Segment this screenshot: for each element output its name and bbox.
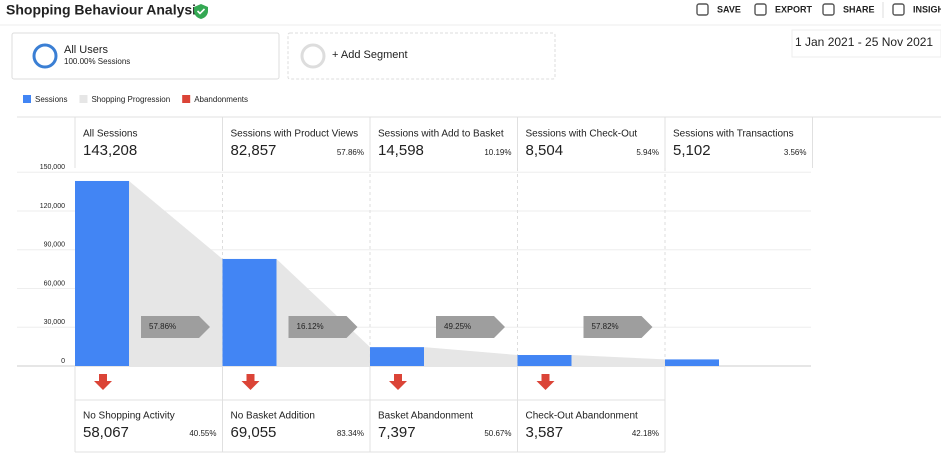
progression-arrow — [141, 316, 210, 338]
date-range: 1 Jan 2021 - 25 Nov 2021 — [795, 35, 933, 49]
progression-label: 57.82% — [592, 322, 619, 331]
abandon-share: 42.18% — [632, 429, 659, 438]
abandon-share: 50.67% — [484, 429, 511, 438]
progression-area — [424, 347, 518, 366]
abandon-arrow — [389, 374, 407, 390]
date-picker[interactable] — [791, 29, 941, 58]
bar — [75, 180, 129, 366]
page-title: Shopping Behaviour Analysis — [6, 2, 204, 18]
bar — [517, 355, 572, 366]
progression-label: 57.86% — [149, 322, 176, 331]
legend-swatch — [79, 95, 88, 103]
stage-value: 143,208 — [83, 142, 137, 159]
segment-card[interactable] — [11, 32, 280, 80]
action-label[interactable]: EXPORT — [775, 4, 813, 14]
stage-name: Sessions with Add to Basket — [378, 129, 504, 140]
add-segment-label: + Add Segment — [332, 49, 408, 61]
legend-label: Abandonments — [194, 95, 248, 104]
action-icon[interactable] — [822, 3, 835, 16]
action-label[interactable]: SAVE — [717, 4, 741, 14]
stage-value: 82,857 — [231, 142, 277, 159]
progression-area — [276, 258, 370, 366]
y-tick-label: 90,000 — [44, 242, 66, 249]
stage-value: 5,102 — [673, 142, 711, 159]
stage-share: 3.56% — [784, 148, 807, 157]
stage-value: 8,504 — [526, 142, 564, 159]
abandon-share: 83.34% — [337, 429, 364, 438]
progression-arrow — [583, 316, 653, 338]
action-label[interactable]: INSIGH — [913, 4, 941, 14]
y-tick-label: 120,000 — [40, 203, 65, 210]
abandon-value: 58,067 — [83, 424, 129, 441]
abandon-arrow — [536, 374, 555, 390]
y-tick-label: 0 — [61, 358, 65, 365]
bar — [370, 347, 424, 366]
abandon-arrow — [94, 374, 112, 390]
stage-name: Sessions with Transactions — [673, 129, 794, 140]
bar — [665, 359, 719, 366]
abandon-value: 3,587 — [526, 424, 564, 441]
stage-name: Sessions with Check-Out — [526, 129, 638, 140]
progression-arrow — [436, 316, 505, 338]
abandon-name: No Basket Addition — [231, 411, 316, 422]
progression-area — [571, 355, 665, 366]
stage-share: 5.94% — [636, 148, 659, 157]
stage-name: Sessions with Product Views — [231, 129, 359, 140]
legend-label: Sessions — [35, 95, 67, 104]
y-tick-label: 30,000 — [44, 319, 66, 326]
abandon-value: 7,397 — [378, 424, 416, 441]
abandon-name: Basket Abandonment — [378, 411, 473, 422]
abandon-share: 40.55% — [189, 429, 216, 438]
stage-value: 14,598 — [378, 142, 424, 159]
y-tick-label: 60,000 — [44, 280, 66, 287]
stage-share: 57.86% — [337, 148, 364, 157]
legend-swatch — [23, 95, 31, 103]
abandon-name: No Shopping Activity — [83, 411, 175, 422]
segment-name: All Users — [64, 44, 109, 56]
stage-name: All Sessions — [83, 129, 137, 140]
progression-label: 49.25% — [444, 322, 471, 331]
abandon-value: 69,055 — [231, 424, 277, 441]
action-label[interactable]: SHARE — [843, 4, 875, 14]
legend-label: Shopping Progression — [91, 95, 170, 104]
stage-share: 10.19% — [484, 148, 511, 157]
progression-label: 16.12% — [297, 322, 324, 331]
action-icon[interactable] — [892, 3, 905, 16]
verified-check — [196, 8, 206, 15]
segment-detail: 100.00% Sessions — [64, 57, 130, 66]
add-segment-ring — [300, 43, 326, 69]
y-tick-label: 150,000 — [40, 164, 65, 171]
progression-arrow — [288, 316, 358, 338]
abandon-arrow — [241, 374, 260, 390]
segment-ring — [32, 43, 58, 69]
bar — [222, 258, 277, 366]
legend-swatch — [182, 95, 191, 103]
action-icon[interactable] — [754, 3, 767, 16]
add-segment-card[interactable] — [287, 32, 556, 80]
action-icon[interactable] — [696, 3, 709, 16]
abandon-name: Check-Out Abandonment — [526, 411, 639, 422]
